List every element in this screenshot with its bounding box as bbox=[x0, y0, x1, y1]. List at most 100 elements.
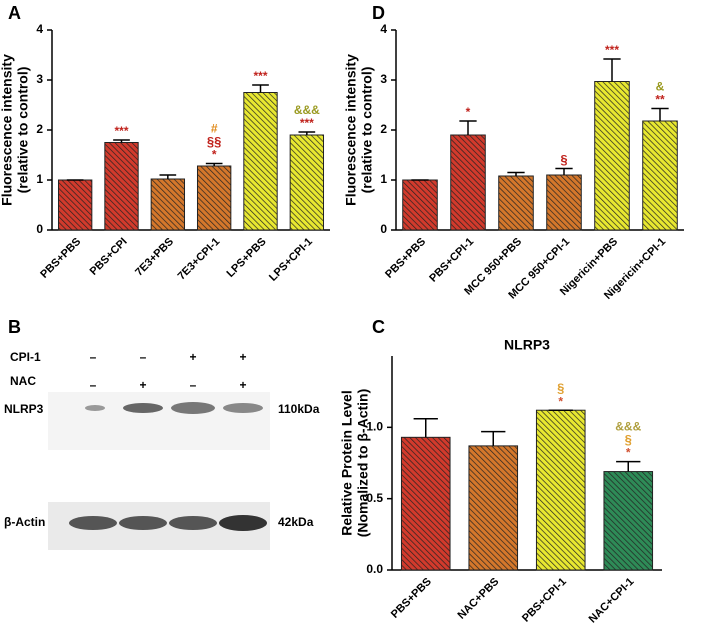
error-bar bbox=[481, 430, 506, 446]
bar bbox=[400, 436, 451, 571]
y-axis-label: Fluorescence intensity bbox=[0, 54, 15, 206]
error-bar bbox=[205, 162, 223, 166]
x-tick-label: PBS+PBS bbox=[389, 576, 434, 621]
significance-mark: *** bbox=[300, 116, 314, 130]
y-tick-label: 0 bbox=[36, 222, 43, 236]
row-label: NAC bbox=[10, 374, 36, 388]
band bbox=[69, 516, 117, 530]
row-label: CPI-1 bbox=[10, 350, 41, 364]
error-bar bbox=[616, 460, 641, 472]
y-axis-label: (Nomalized to β-Actin) bbox=[355, 389, 371, 538]
chart-title: NLRP3 bbox=[504, 337, 550, 353]
bar bbox=[450, 134, 486, 231]
error-bar bbox=[651, 107, 669, 121]
treatment-sign: – bbox=[90, 378, 97, 392]
error-bar bbox=[159, 174, 177, 179]
bar bbox=[468, 445, 519, 571]
band-size: 110kDa bbox=[278, 402, 320, 416]
y-tick-label: 1 bbox=[36, 172, 43, 186]
panel-letter: C bbox=[372, 317, 385, 337]
significance-mark: * bbox=[466, 105, 471, 119]
treatment-sign: – bbox=[140, 350, 147, 364]
y-tick-label: 1.0 bbox=[366, 420, 383, 434]
significance-mark: * bbox=[558, 394, 563, 408]
significance-mark: *** bbox=[605, 43, 619, 57]
bar bbox=[498, 175, 534, 231]
y-tick-label: 3 bbox=[380, 72, 387, 86]
panel-letter: B bbox=[8, 317, 21, 337]
error-bar bbox=[113, 139, 130, 143]
x-tick-label: PBS+PBS bbox=[383, 236, 428, 281]
x-tick-label: 7E3+CPI-1 bbox=[176, 236, 223, 283]
treatment-sign: + bbox=[139, 378, 146, 392]
band bbox=[169, 516, 217, 530]
bar bbox=[535, 409, 586, 571]
y-axis-label: (relative to control) bbox=[15, 67, 31, 194]
x-tick-label: PBS+CPI bbox=[88, 236, 130, 278]
band bbox=[223, 403, 263, 413]
bar bbox=[104, 142, 139, 231]
band bbox=[171, 402, 215, 414]
y-tick-label: 4 bbox=[380, 22, 387, 36]
significance-mark: § bbox=[625, 432, 632, 447]
panel-letter: D bbox=[372, 3, 385, 23]
error-bar bbox=[603, 58, 621, 82]
x-tick-label: 7E3+PBS bbox=[133, 236, 176, 279]
y-axis-label: (relative to control) bbox=[359, 67, 375, 194]
treatment-sign: + bbox=[239, 350, 246, 364]
significance-mark: &&& bbox=[615, 420, 641, 434]
bar bbox=[196, 165, 232, 231]
bar bbox=[150, 178, 186, 231]
y-tick-label: 0.0 bbox=[366, 562, 383, 576]
error-bar bbox=[252, 84, 269, 93]
x-tick-label: LPS+CPI-1 bbox=[267, 236, 315, 284]
x-tick-label: NAC+CPI-1 bbox=[587, 576, 637, 623]
significance-mark: *** bbox=[114, 124, 128, 138]
error-bar bbox=[555, 167, 573, 175]
blot-strip bbox=[48, 392, 270, 450]
bar bbox=[546, 174, 582, 231]
band bbox=[85, 405, 105, 411]
bar bbox=[402, 179, 438, 231]
treatment-sign: + bbox=[239, 378, 246, 392]
treatment-sign: – bbox=[190, 378, 197, 392]
y-axis-label: Fluorescence intensity bbox=[343, 54, 359, 206]
band-label: NLRP3 bbox=[4, 402, 44, 416]
significance-mark: *** bbox=[253, 69, 267, 83]
y-tick-label: 3 bbox=[36, 72, 43, 86]
band-size: 42kDa bbox=[278, 515, 314, 529]
significance-mark: §§ bbox=[207, 134, 221, 149]
y-tick-label: 2 bbox=[380, 122, 387, 136]
error-bar bbox=[459, 120, 477, 135]
x-tick-label: PBS+PBS bbox=[38, 236, 83, 281]
bar bbox=[642, 120, 678, 231]
significance-mark: & bbox=[656, 80, 665, 94]
x-tick-label: PBS+CPI-1 bbox=[427, 236, 476, 285]
y-tick-label: 4 bbox=[36, 22, 43, 36]
y-tick-label: 2 bbox=[36, 122, 43, 136]
error-bar bbox=[413, 418, 438, 438]
bar bbox=[57, 179, 93, 231]
band bbox=[123, 403, 163, 413]
significance-mark: § bbox=[557, 381, 564, 396]
error-bar bbox=[298, 131, 316, 135]
x-tick-label: LPS+PBS bbox=[225, 236, 269, 280]
significance-mark: * bbox=[212, 148, 217, 162]
y-tick-label: 0 bbox=[380, 222, 387, 236]
significance-mark: # bbox=[211, 122, 218, 136]
bar bbox=[594, 81, 630, 231]
band bbox=[119, 516, 167, 530]
significance-mark: § bbox=[560, 152, 567, 167]
y-tick-label: 0.5 bbox=[366, 491, 383, 505]
error-bar bbox=[507, 171, 525, 176]
bar bbox=[289, 134, 325, 231]
band-label: β-Actin bbox=[4, 515, 45, 529]
treatment-sign: + bbox=[189, 350, 196, 364]
y-axis-label: Relative Protein Level bbox=[339, 390, 355, 536]
bar bbox=[603, 471, 654, 571]
significance-mark: ** bbox=[655, 93, 665, 107]
significance-mark: &&& bbox=[294, 103, 320, 117]
treatment-sign: – bbox=[90, 350, 97, 364]
band bbox=[219, 515, 267, 531]
